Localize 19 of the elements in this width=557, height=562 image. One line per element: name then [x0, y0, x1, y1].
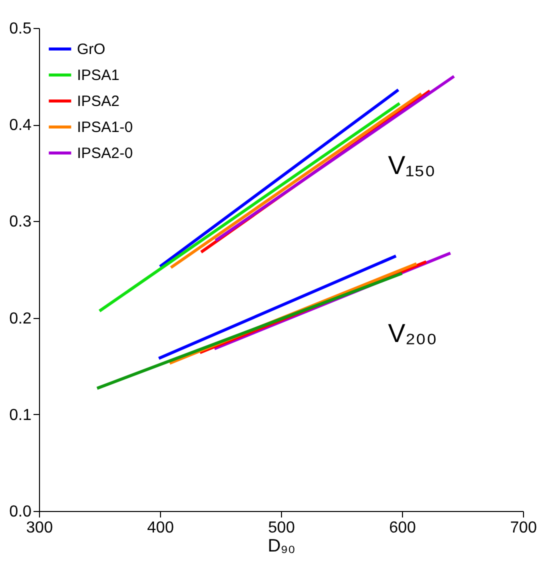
annotation: V₂₀₀ — [388, 318, 438, 348]
x-tick-label: 700 — [510, 520, 537, 536]
legend-label: GrO — [77, 41, 106, 58]
legend-label: IPSA1 — [77, 67, 120, 84]
annotation: V₁₅₀ — [388, 150, 436, 180]
x-tick-label: 600 — [389, 520, 416, 536]
y-tick-label: 0.0 — [9, 504, 32, 520]
x-tick-label: 300 — [26, 520, 53, 536]
x-tick-label: 400 — [147, 520, 174, 536]
legend-label: IPSA2 — [77, 93, 120, 110]
legend-label: IPSA2-0 — [77, 145, 133, 162]
x-tick-label: 500 — [268, 520, 295, 536]
y-tick-label: 0.4 — [9, 117, 32, 134]
y-tick-label: 0.1 — [9, 406, 32, 424]
y-tick-label: 0.3 — [9, 214, 32, 231]
x-axis-title: D₉₀ — [268, 536, 296, 556]
y-tick-label: 0.2 — [9, 310, 32, 328]
legend-label: IPSA1-0 — [77, 119, 133, 136]
y-tick-label: 0.5 — [9, 20, 32, 38]
